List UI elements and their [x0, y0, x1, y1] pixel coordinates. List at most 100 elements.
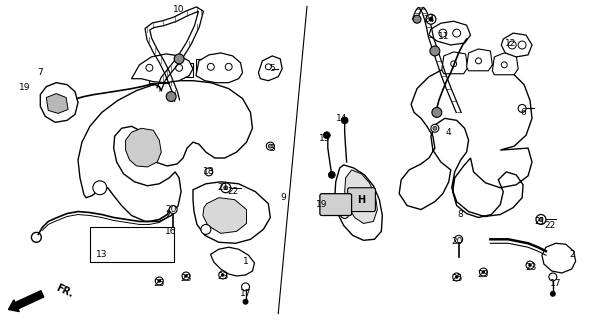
Polygon shape	[258, 56, 282, 81]
Text: 7: 7	[37, 68, 43, 77]
Text: 24: 24	[424, 15, 435, 24]
Text: 19: 19	[19, 83, 30, 92]
Polygon shape	[193, 182, 271, 243]
Polygon shape	[149, 69, 169, 83]
Polygon shape	[132, 54, 193, 83]
Text: 12: 12	[504, 38, 516, 48]
Text: 4: 4	[446, 128, 452, 137]
Polygon shape	[40, 83, 78, 122]
Circle shape	[266, 142, 274, 150]
Polygon shape	[196, 59, 216, 73]
Text: 11: 11	[438, 32, 450, 41]
Circle shape	[242, 283, 250, 291]
Text: 8: 8	[458, 210, 463, 219]
Text: 22: 22	[544, 221, 556, 230]
Text: 17: 17	[550, 279, 562, 288]
Circle shape	[221, 183, 231, 193]
Circle shape	[430, 46, 440, 56]
Text: 18: 18	[203, 167, 215, 176]
Text: 2: 2	[570, 250, 575, 259]
FancyBboxPatch shape	[320, 194, 352, 215]
Text: 22: 22	[227, 187, 238, 196]
Text: 23: 23	[181, 275, 192, 284]
Text: 16: 16	[165, 227, 177, 236]
Text: 13: 13	[96, 250, 108, 259]
Circle shape	[268, 144, 272, 148]
Circle shape	[479, 268, 487, 276]
Circle shape	[455, 235, 463, 243]
Circle shape	[224, 186, 228, 190]
Circle shape	[169, 206, 177, 213]
Circle shape	[536, 214, 546, 224]
Circle shape	[205, 168, 213, 176]
Circle shape	[184, 274, 188, 278]
Polygon shape	[211, 247, 255, 276]
Polygon shape	[493, 53, 518, 75]
Text: FR.: FR.	[54, 283, 75, 299]
Polygon shape	[196, 53, 242, 83]
Circle shape	[431, 124, 439, 132]
Polygon shape	[466, 49, 493, 71]
Polygon shape	[442, 52, 468, 74]
Circle shape	[539, 218, 543, 221]
Text: 20: 20	[451, 237, 463, 246]
FancyArrow shape	[9, 291, 44, 312]
Polygon shape	[429, 21, 471, 45]
Circle shape	[455, 275, 458, 279]
Circle shape	[518, 105, 526, 112]
Polygon shape	[542, 243, 576, 273]
Text: 19: 19	[316, 200, 327, 209]
Text: 21: 21	[534, 217, 546, 226]
Polygon shape	[78, 81, 253, 221]
Circle shape	[218, 271, 226, 279]
Circle shape	[526, 261, 534, 269]
Polygon shape	[399, 63, 532, 218]
Text: 14: 14	[336, 114, 348, 123]
Circle shape	[549, 273, 557, 281]
Polygon shape	[345, 170, 378, 223]
Text: 21: 21	[217, 183, 228, 192]
Circle shape	[155, 277, 163, 285]
Text: 3: 3	[269, 144, 275, 153]
Circle shape	[174, 54, 184, 64]
Text: 17: 17	[240, 289, 252, 298]
Text: 25: 25	[154, 279, 165, 288]
Text: 25: 25	[451, 275, 463, 284]
Circle shape	[528, 263, 532, 267]
Polygon shape	[203, 198, 247, 233]
Circle shape	[482, 270, 485, 274]
Text: 20: 20	[165, 205, 177, 214]
Circle shape	[221, 273, 225, 277]
Circle shape	[341, 117, 348, 124]
Text: 15: 15	[319, 134, 330, 143]
Circle shape	[432, 108, 442, 117]
Text: 9: 9	[280, 193, 286, 202]
Bar	[90, 228, 174, 262]
Text: 5: 5	[269, 64, 275, 73]
Polygon shape	[125, 128, 162, 167]
Circle shape	[550, 291, 556, 297]
Circle shape	[242, 299, 248, 305]
Circle shape	[182, 272, 190, 280]
Circle shape	[328, 172, 335, 178]
Polygon shape	[47, 93, 68, 113]
Text: 23: 23	[478, 269, 489, 278]
Circle shape	[201, 224, 211, 234]
Text: 23: 23	[525, 263, 537, 272]
Circle shape	[453, 273, 461, 281]
Polygon shape	[173, 63, 193, 77]
Circle shape	[426, 14, 436, 24]
Text: 6: 6	[520, 108, 526, 117]
Text: 23: 23	[217, 272, 228, 282]
Circle shape	[157, 279, 161, 283]
Polygon shape	[501, 33, 532, 57]
Circle shape	[93, 181, 106, 195]
Circle shape	[323, 132, 330, 139]
Circle shape	[433, 126, 437, 130]
Text: 1: 1	[242, 257, 248, 266]
FancyBboxPatch shape	[348, 188, 375, 212]
Circle shape	[166, 92, 176, 101]
Polygon shape	[335, 165, 382, 240]
Text: 10: 10	[173, 5, 185, 14]
Text: H: H	[357, 195, 365, 205]
